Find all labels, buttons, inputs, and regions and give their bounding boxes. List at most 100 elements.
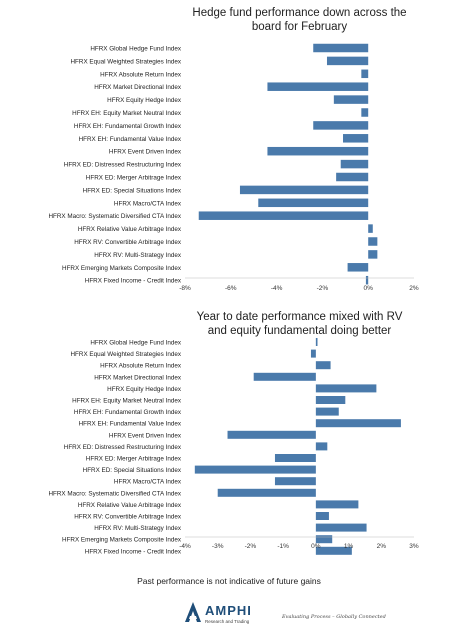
bar: [313, 43, 369, 53]
category-label: HFRX Emerging Markets Composite Index: [62, 265, 182, 272]
amphi-logo: AMPHI Research and Trading Evaluating Pr…: [185, 600, 386, 632]
disclaimer-footnote: Past performance is not indicative of fu…: [137, 576, 321, 586]
bar: [340, 159, 369, 169]
category-label: HFRX Macro/CTA Index: [114, 479, 182, 486]
x-tick-label: 2%: [409, 285, 419, 292]
bar: [315, 442, 328, 451]
category-label: HFRX Relative Value Arbitrage Index: [78, 502, 182, 509]
category-label: HFRX EH: Fundamental Growth Index: [74, 123, 182, 130]
category-label: HFRX RV: Convertible Arbitrage Index: [74, 239, 182, 246]
bar: [315, 500, 359, 509]
bar: [315, 535, 333, 544]
bar: [368, 237, 378, 246]
logo-subtitle: Research and Trading: [205, 619, 250, 624]
bar: [315, 338, 318, 346]
category-label: HFRX RV: Multi-Strategy Index: [94, 252, 182, 259]
category-label: HFRX RV: Multi-Strategy Index: [94, 525, 182, 532]
bar: [315, 546, 352, 555]
bar: [310, 349, 316, 358]
chart-title-line: board for February: [252, 21, 347, 33]
bar: [315, 407, 339, 416]
category-label: HFRX ED: Special Situations Index: [83, 187, 182, 194]
x-tick-label: 0%: [311, 543, 321, 550]
bar: [347, 263, 369, 272]
ytd-performance-chart: Year to date performance mixed with RV an…: [0, 305, 458, 565]
bar: [267, 82, 369, 91]
category-label: HFRX Global Hedge Fund Index: [90, 46, 182, 53]
category-label: HFRX EH: Equity Market Neutral Index: [72, 110, 182, 117]
x-tick-label: -2%: [317, 285, 329, 292]
x-tick-label: 3%: [409, 543, 419, 550]
bar: [315, 419, 401, 428]
bar: [315, 361, 331, 370]
category-label: HFRX Global Hedge Fund Index: [90, 340, 182, 347]
bar: [343, 134, 369, 143]
x-tick-label: 1%: [344, 543, 354, 550]
x-tick-label: 0%: [363, 285, 373, 292]
category-label: HFRX ED: Merger Arbitrage Index: [86, 456, 182, 463]
bar: [274, 477, 316, 486]
bar: [315, 512, 329, 520]
category-label: HFRX EH: Fundamental Value Index: [79, 421, 182, 428]
bar: [313, 121, 369, 130]
x-tick-label: -3%: [212, 543, 224, 550]
bar: [326, 56, 369, 66]
bar: [368, 250, 378, 259]
february-chart-svg: Hedge fund performance down across the bo…: [48, 7, 419, 292]
bar: [361, 108, 369, 117]
category-label: HFRX Emerging Markets Composite Index: [62, 537, 182, 544]
bar: [253, 372, 316, 381]
category-label: HFRX Equity Hedge Index: [107, 97, 182, 104]
bar: [315, 384, 377, 393]
x-tick-label: -6%: [225, 285, 237, 292]
category-label: HFRX Absolute Return Index: [100, 71, 182, 78]
category-label: HFRX ED: Merger Arbitrage Index: [86, 175, 182, 182]
bar: [217, 488, 316, 497]
x-tick-label: -4%: [271, 285, 283, 292]
logo-tagline: Evaluating Process – Globally Connected: [282, 614, 386, 620]
bar: [258, 198, 369, 208]
category-label: HFRX EH: Equity Market Neutral Index: [72, 398, 182, 405]
x-tick-label: -1%: [277, 543, 289, 550]
category-label: HFRX Event Driven Index: [109, 149, 182, 156]
bar: [239, 185, 369, 195]
bar: [274, 454, 316, 462]
category-label: HFRX ED: Distressed Restructuring Index: [64, 444, 182, 451]
category-label: HFRX Macro: Systematic Diversified CTA I…: [48, 490, 181, 497]
bar: [198, 211, 369, 220]
ytd-chart-svg: Year to date performance mixed with RV an…: [48, 311, 419, 555]
category-label: HFRX Equal Weighted Strategies Index: [71, 58, 182, 65]
chart-title-line: Year to date performance mixed with RV: [197, 311, 403, 323]
category-label: HFRX Macro/CTA Index: [114, 200, 182, 207]
category-label: HFRX Relative Value Arbitrage Index: [78, 226, 182, 233]
category-label: HFRX EH: Fundamental Value Index: [79, 136, 182, 143]
x-tick-label: 2%: [377, 543, 387, 550]
chart-title-line: and equity fundamental doing better: [208, 325, 392, 337]
bar: [336, 172, 369, 182]
category-label: HFRX Event Driven Index: [109, 432, 182, 439]
category-label: HFRX Market Directional Index: [94, 84, 182, 91]
bar: [361, 69, 369, 79]
x-tick-label: -8%: [179, 285, 191, 292]
category-label: HFRX Equal Weighted Strategies Index: [71, 351, 182, 358]
bar: [267, 146, 369, 156]
category-label: HFRX Absolute Return Index: [100, 363, 182, 370]
category-label: HFRX Equity Hedge Index: [107, 386, 182, 393]
category-label: HFRX Fixed Income - Credit Index: [85, 548, 182, 555]
category-label: HFRX ED: Distressed Restructuring Index: [64, 162, 182, 169]
x-tick-label: -4%: [179, 543, 191, 550]
chart-title-line: Hedge fund performance down across the: [192, 7, 406, 19]
category-label: HFRX Fixed Income - Credit Index: [85, 278, 182, 285]
bar: [227, 430, 316, 439]
logo-name: AMPHI: [205, 603, 252, 618]
bar: [365, 275, 369, 285]
amphi-logo-icon: [185, 602, 201, 622]
x-tick-label: -2%: [245, 543, 257, 550]
february-performance-chart: Hedge fund performance down across the bo…: [0, 0, 458, 300]
category-label: HFRX EH: Fundamental Growth Index: [74, 409, 182, 416]
bar: [368, 224, 373, 233]
bar: [315, 523, 367, 532]
bar: [315, 396, 346, 404]
category-label: HFRX Market Directional Index: [94, 374, 182, 381]
category-label: HFRX Macro: Systematic Diversified CTA I…: [48, 213, 181, 220]
